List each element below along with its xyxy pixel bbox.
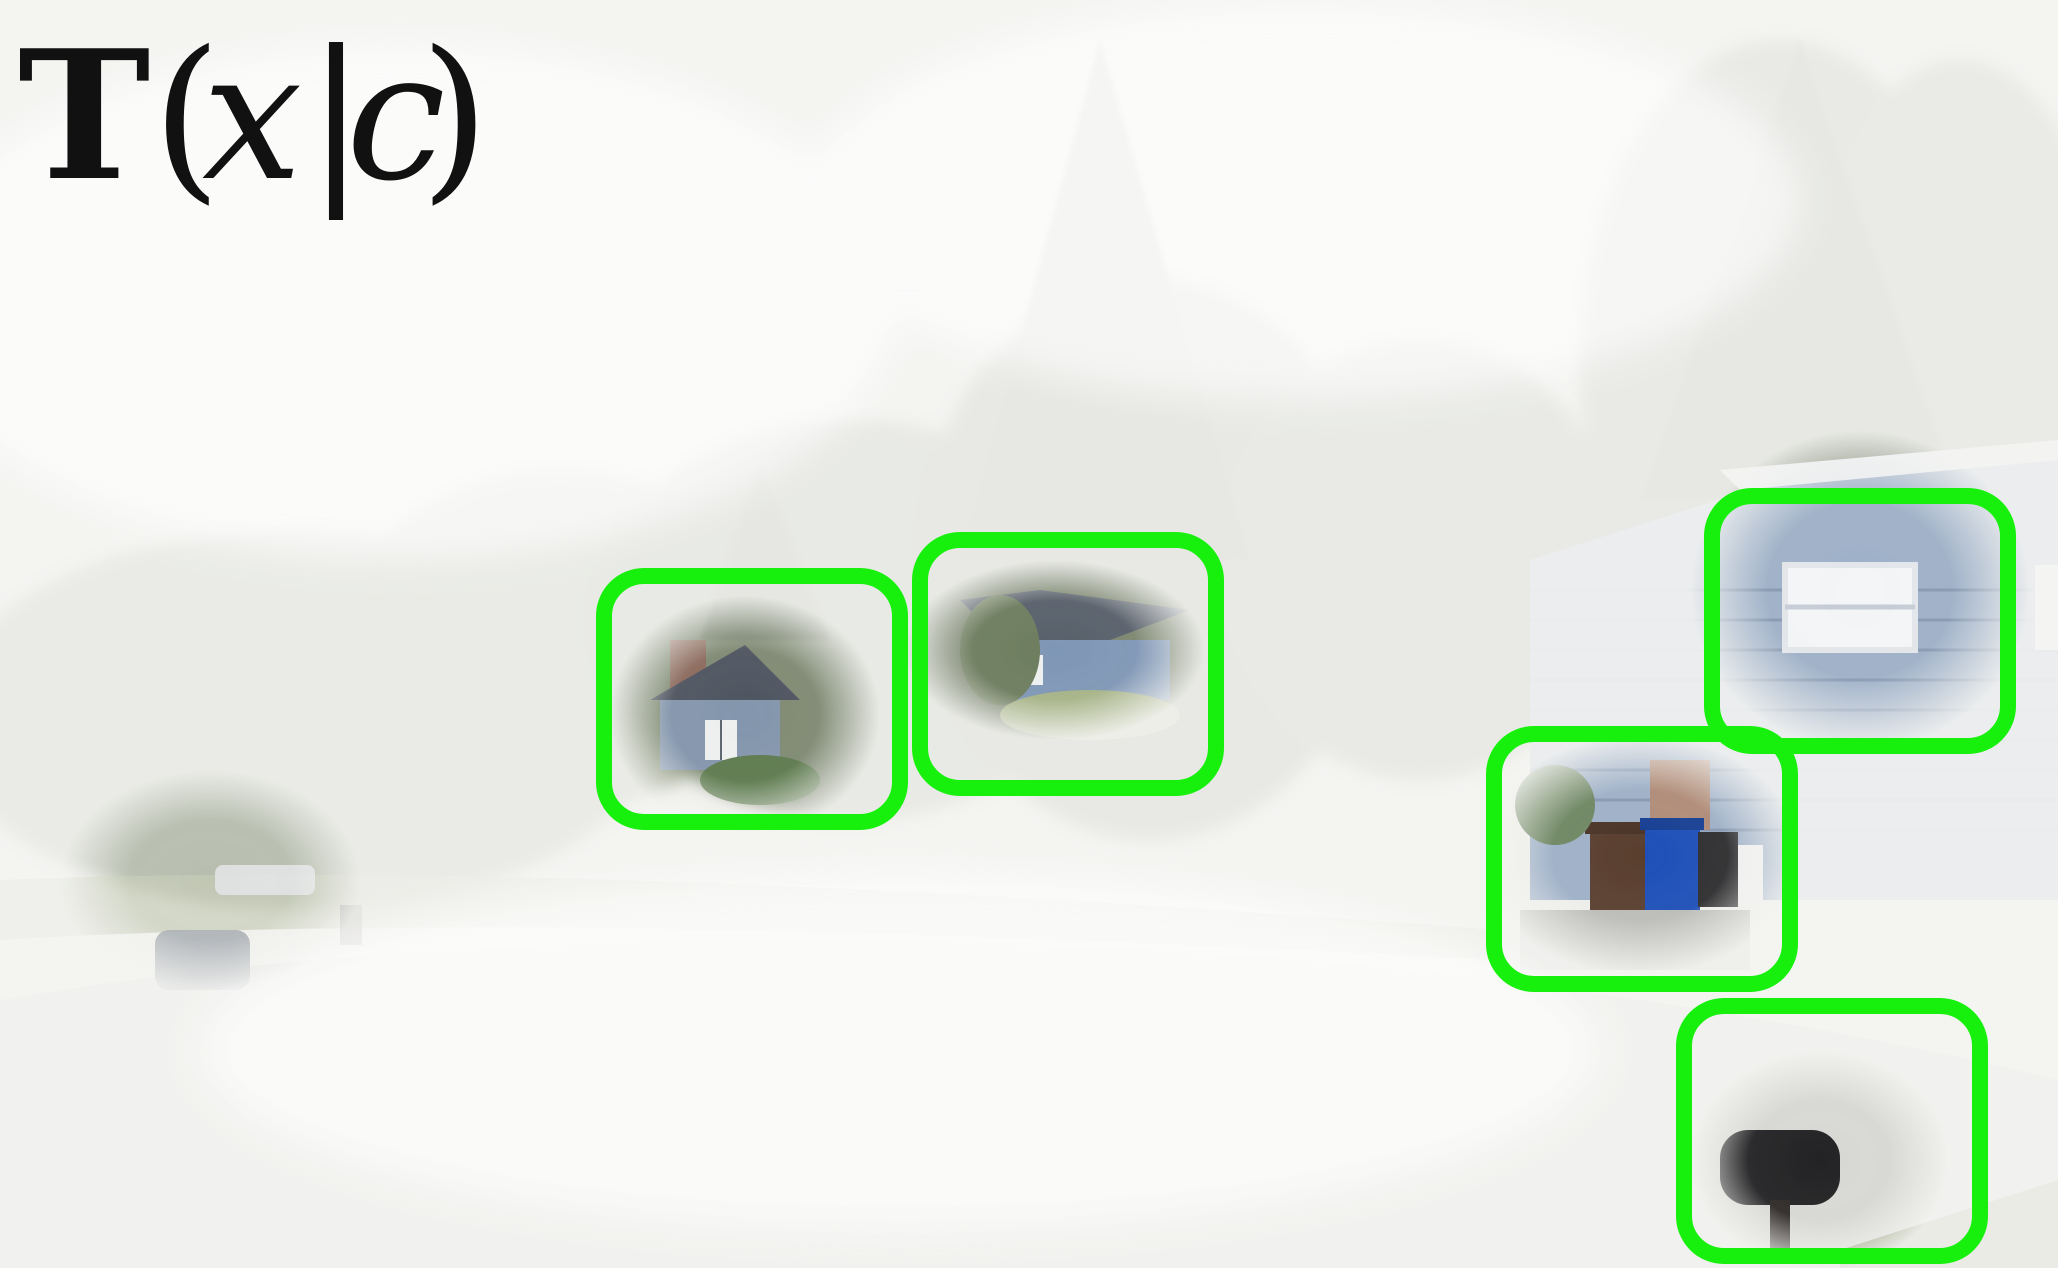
highlight-box-window [1704, 488, 2016, 754]
highlight-box-trash-bins [1486, 726, 1798, 992]
formula-close-paren: ) [420, 13, 489, 220]
formula-symbol: T [18, 11, 150, 220]
highlight-boxes [596, 488, 2016, 1264]
formula-bar: | [306, 13, 366, 220]
highlight-box-center-house [912, 532, 1224, 796]
formula-label: T ( x | c ) [18, 11, 489, 220]
formula-open-paren: ( [152, 13, 221, 220]
highlight-box-mailbox [1676, 998, 1988, 1264]
formula-condition: c [346, 13, 446, 220]
highlight-box-left-house [596, 568, 908, 830]
formula-variable: x [202, 13, 302, 220]
